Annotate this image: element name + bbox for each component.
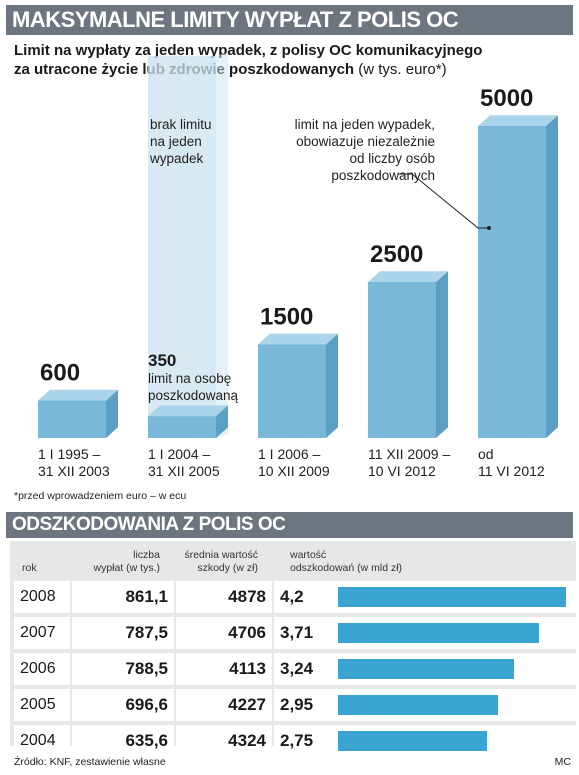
bar — [368, 282, 436, 438]
bar — [148, 416, 216, 438]
column-header-line: wypłat (w tys.) — [93, 562, 160, 574]
value-bar — [338, 731, 488, 751]
cell-average: 4324 — [176, 725, 272, 757]
cell-year: 2007 — [14, 617, 70, 649]
column-header-line: szkody (w zł) — [197, 562, 258, 574]
table-row: 2008 861,1 4878 4,2 — [14, 581, 579, 613]
footnote: *przed wprowadzeniem euro – w ecu — [14, 490, 187, 502]
annotation-per-accident-line: obowiazuje niezależnie — [296, 134, 435, 149]
x-tick-label: 10 VI 2012 — [368, 463, 436, 479]
annotation-no-limit-line: brak limitu — [150, 117, 212, 132]
bar-value-label: 2500 — [370, 241, 423, 268]
x-tick-label: 11 XII 2009 – — [368, 446, 450, 462]
bar-value-label: 5000 — [480, 85, 533, 112]
subtitle-unit: (w tys. euro*) — [358, 61, 447, 78]
bar-side — [326, 333, 338, 438]
cell-average: 4227 — [176, 689, 272, 721]
cell-year: 2004 — [14, 725, 70, 757]
table-row: 2004 635,6 4324 2,75 — [14, 725, 579, 757]
column-header-line: odszkodowań (w mld zł) — [290, 562, 403, 574]
column-header-rok: rok — [22, 562, 37, 574]
column-header-srednia: średnia wartość szkody (w zł) — [170, 549, 258, 575]
bar-side — [216, 405, 228, 438]
cell-year: 2005 — [14, 689, 70, 721]
chart-title: MAKSYMALNE LIMITY WYPŁAT Z POLIS OC — [6, 5, 573, 35]
annotation-per-accident: limit na jeden wypadek, obowiazuje nieza… — [280, 116, 435, 184]
cell-count: 861,1 — [72, 581, 174, 613]
cell-average: 4878 — [176, 581, 272, 613]
source-note: Źródło: KNF, zestawienie własne — [14, 756, 166, 768]
no-limit-ghost-column — [148, 56, 216, 438]
bar-top — [258, 333, 338, 345]
annotation-no-limit: brak limitu na jeden wypadek — [150, 116, 212, 167]
cell-year: 2006 — [14, 653, 70, 685]
annotation-per-accident-line: poszkodowanych — [331, 168, 435, 183]
x-tick-label: 31 XII 2005 — [148, 463, 220, 479]
x-tick-label: od — [478, 446, 494, 462]
table-row: 2007 787,5 4706 3,71 — [14, 617, 579, 649]
annotation-leader-line — [398, 173, 489, 229]
cell-average: 4706 — [176, 617, 272, 649]
column-header-liczba: liczba wypłat (w tys.) — [72, 549, 160, 575]
bar — [258, 344, 326, 438]
annotation-no-limit-line: wypadek — [150, 151, 204, 166]
author-credit: MC — [554, 756, 571, 768]
annotation-per-person-line: poszkodowaną — [148, 388, 239, 403]
bar-side — [436, 271, 448, 438]
value-bar — [338, 587, 566, 607]
annotation-per-accident-line: limit na jeden wypadek, — [294, 117, 435, 132]
bar-value-label: 1500 — [260, 303, 313, 330]
annotation-per-person-line: limit na osobę — [148, 371, 232, 386]
bar-side — [546, 115, 558, 438]
column-header-line: wartość — [290, 549, 327, 561]
column-header-wartosc: wartość odszkodowań (w mld zł) — [290, 549, 402, 575]
table-row: 2005 696,6 4227 2,95 — [14, 689, 579, 721]
bar-top — [368, 271, 448, 282]
cell-count: 635,6 — [72, 725, 174, 757]
column-header-line: liczba — [133, 549, 160, 561]
cell-average: 4113 — [176, 653, 272, 685]
value-bar — [338, 695, 499, 715]
cell-count: 696,6 — [72, 689, 174, 721]
bar-side — [106, 389, 118, 438]
bar-value-label: 600 — [40, 360, 80, 387]
table-title: ODSZKODOWANIA Z POLIS OC — [6, 512, 573, 538]
value-bar — [338, 659, 514, 679]
column-header-line: średnia wartość — [184, 549, 258, 561]
annotation-per-accident-line: od liczby osób — [349, 151, 435, 166]
annotation-leader-dot — [487, 226, 491, 230]
cell-count: 788,5 — [72, 653, 174, 685]
x-tick-label: 10 XII 2009 — [258, 463, 330, 479]
bar-value-label: 350 — [148, 351, 176, 370]
bar — [478, 126, 546, 438]
bar-top — [478, 115, 558, 126]
cell-year: 2008 — [14, 581, 70, 613]
x-tick-label: 31 XII 2003 — [38, 463, 110, 479]
bar-chart: 600 1 I 1995 –31 XII 2003 350 1 I 2004 –31 … — [38, 52, 558, 479]
annotation-no-limit-line: na jeden — [150, 134, 202, 149]
bar-top — [148, 405, 228, 417]
x-tick-label: 11 VI 2012 — [478, 463, 545, 479]
value-bar — [338, 623, 540, 643]
bar-top — [38, 389, 118, 401]
x-tick-label: 1 I 2004 – — [148, 446, 210, 462]
no-limit-ghost-side — [216, 52, 228, 439]
x-tick-label: 1 I 1995 – — [38, 446, 100, 462]
x-tick-label: 1 I 2006 – — [258, 446, 320, 462]
bar — [38, 400, 106, 438]
subtitle-line-1: Limit na wypłaty za jeden wypadek, z pol… — [14, 42, 483, 59]
cell-count: 787,5 — [72, 617, 174, 649]
annotation-per-person: limit na osobę poszkodowaną — [148, 370, 238, 404]
table-row: 2006 788,5 4113 3,24 — [14, 653, 579, 685]
